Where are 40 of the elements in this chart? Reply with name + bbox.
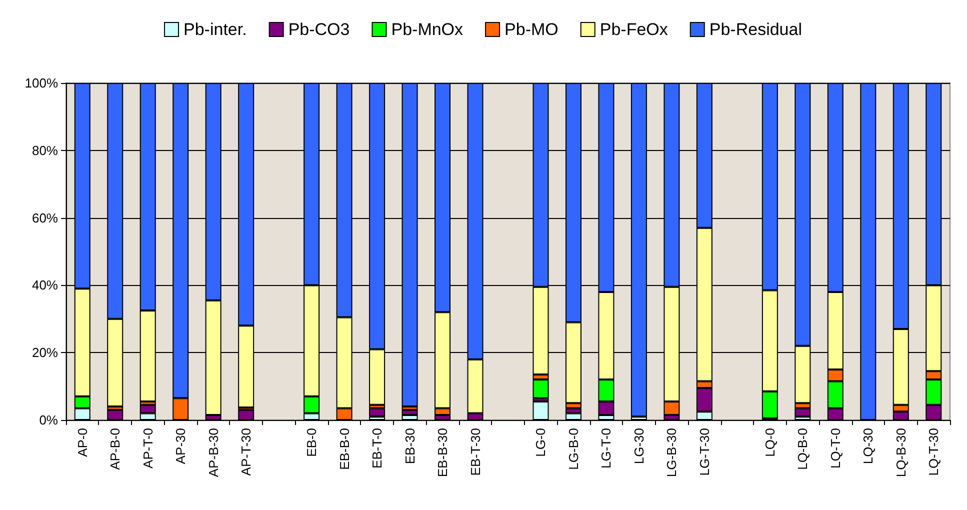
legend-label: Pb-FeOx (600, 20, 668, 39)
y-tick-label: 100% (24, 76, 58, 90)
x-tick-label: EB-T-0 (370, 428, 385, 468)
legend-label: Pb-MnOx (391, 20, 464, 39)
x-tick-label: LG-B-0 (566, 428, 581, 470)
x-tick-label: AP-T-30 (238, 428, 254, 476)
x-tick-label: EB-B-30 (435, 428, 450, 478)
legend-label: Pb-MO (504, 20, 558, 39)
x-tick-label: AP-B-30 (206, 428, 221, 478)
legend-label: Pb-inter. (184, 20, 247, 39)
x-tick-label: EB-30 (402, 428, 418, 464)
x-tick-label: LQ-T-0 (828, 428, 843, 468)
bar (369, 408, 386, 417)
x-tick-label: AP-T-0 (140, 428, 156, 468)
y-tick-label: 20% (32, 345, 58, 360)
y-tick-label: 0% (39, 412, 58, 428)
x-tick-label: LQ-T-30 (926, 428, 942, 476)
x-tick-label: AP-0 (74, 428, 90, 457)
x-tick-label: LG-T-30 (696, 428, 712, 476)
bar (107, 410, 124, 420)
x-tick-label: LG-T-0 (598, 428, 614, 468)
bar (238, 410, 254, 420)
x-tick-label: LQ-30 (860, 428, 876, 464)
x-tick-label: LQ-B-0 (795, 428, 810, 470)
x-tick-label: LG-B-30 (664, 428, 680, 478)
y-tick-label: 80% (32, 142, 58, 158)
x-tick-label: EB-T-30 (468, 428, 483, 476)
y-tick-label: 60% (32, 210, 58, 226)
bar (532, 401, 549, 420)
legend-label: Pb-Residual (709, 20, 802, 39)
x-tick-label: AP-30 (173, 428, 188, 464)
x-tick-label: EB-B-0 (336, 428, 352, 470)
legend-label: Pb-CO3 (288, 20, 350, 39)
x-tick-label: LQ-B-30 (893, 428, 908, 478)
x-tick-label: LG-30 (631, 428, 646, 464)
y-tick-label: 40% (32, 278, 58, 293)
x-tick-label: LQ-0 (762, 428, 778, 457)
x-tick-label: LG-0 (533, 428, 548, 457)
x-tick-label: AP-B-0 (108, 428, 123, 470)
x-tick-label: EB-0 (304, 428, 320, 457)
